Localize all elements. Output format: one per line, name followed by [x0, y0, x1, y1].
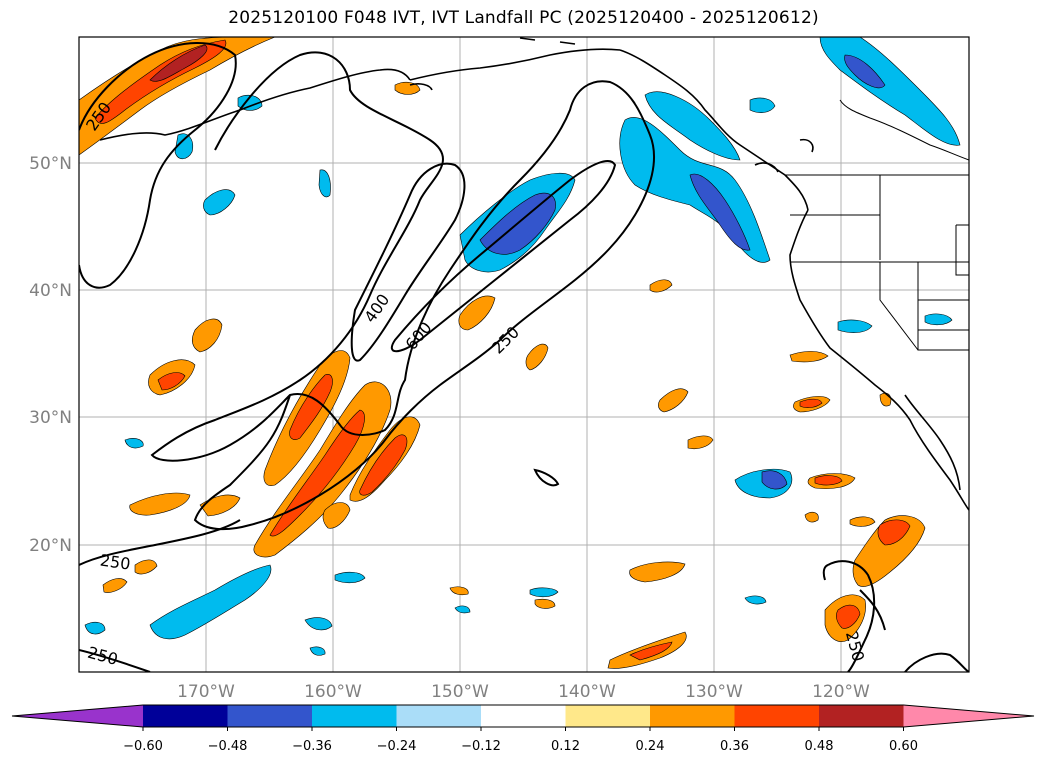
- colorbar-tick-label: 0.12: [551, 739, 580, 754]
- colorbar-segment: [227, 705, 313, 727]
- colorbar-segment: [396, 705, 482, 727]
- lon-label-170w: 170°W: [177, 682, 235, 702]
- map-title: 2025120100 F048 IVT, IVT Landfall PC (20…: [228, 8, 819, 28]
- lon-label-140w: 140°W: [558, 682, 616, 702]
- map-frame: [78, 36, 970, 673]
- colorbar-extend-max: [903, 705, 1034, 727]
- lat-label-50n: 50°N: [29, 154, 72, 174]
- longitude-labels: 170°W 160°W 150°W 140°W 130°W 120°W: [177, 682, 870, 702]
- lon-label-120w: 120°W: [812, 682, 870, 702]
- lon-label-150w: 150°W: [431, 682, 489, 702]
- colorbar-tick-label: 0.24: [636, 739, 665, 754]
- colorbar-segment: [819, 705, 904, 727]
- colorbar-segment: [734, 705, 820, 727]
- colorbar-segment: [650, 705, 735, 727]
- lat-label-20n: 20°N: [29, 536, 72, 556]
- gridlines: [79, 37, 969, 672]
- colorbar-tick-label: −0.24: [377, 739, 417, 754]
- colorbar-tick-label: 0.60: [889, 739, 918, 754]
- colorbar-tick-label: −0.48: [208, 739, 248, 754]
- ivt-contours: [79, 42, 969, 672]
- lon-label-160w: 160°W: [304, 682, 362, 702]
- colorbar-tick-label: 0.36: [720, 739, 749, 754]
- lat-label-30n: 30°N: [29, 408, 72, 428]
- colorbar-extend-min: [12, 705, 143, 727]
- colorbar-tick-label: −0.60: [123, 739, 163, 754]
- colorbar-segment: [481, 705, 566, 727]
- colorbar-segment: [565, 705, 651, 727]
- colorbar-tick-label: 0.48: [805, 739, 834, 754]
- lat-label-40n: 40°N: [29, 281, 72, 301]
- state-borders: [785, 99, 969, 351]
- colorbar-tick-label: −0.36: [292, 739, 332, 754]
- positive-pc-regions: [79, 37, 926, 669]
- colorbar-segment: [312, 705, 397, 727]
- lon-label-130w: 130°W: [685, 682, 743, 702]
- latitude-labels: 50°N 40°N 30°N 20°N: [29, 154, 72, 556]
- colorbar: −0.60 −0.48 −0.36 −0.24 −0.12 0.12 0.24 0.36 0.4…: [11, 704, 1035, 754]
- map-area: [79, 37, 969, 672]
- colorbar-segment: [143, 705, 228, 727]
- contour-label-250-sw: 250: [99, 551, 132, 574]
- colorbar-tick-label: −0.12: [461, 739, 501, 754]
- coastlines: [99, 37, 969, 511]
